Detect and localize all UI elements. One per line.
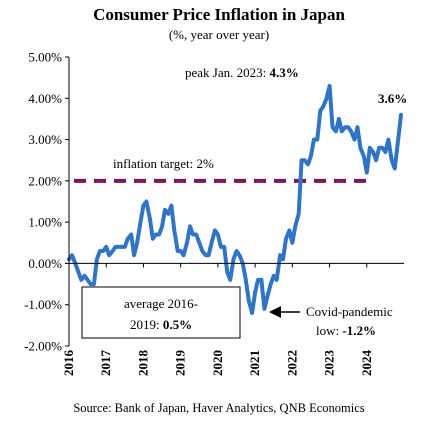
cpi-series-line: [67, 83, 403, 315]
x-tick-label: 2019: [173, 350, 188, 377]
y-tick-label: 0.00%: [28, 256, 62, 271]
x-tick-label: 2018: [135, 350, 150, 377]
covid-line-2: low: -1.2%: [316, 323, 376, 338]
x-tick-label: 2021: [247, 350, 262, 376]
average-line-1: average 2016-: [124, 296, 198, 311]
x-tick-label: 2017: [98, 350, 113, 377]
peak-annotation-value: 4.3%: [269, 65, 298, 80]
peak-annotation-text: peak Jan. 2023:: [185, 65, 269, 80]
chart-title: Consumer Price Inflation in Japan: [93, 5, 345, 24]
y-tick-label: 2.00%: [28, 173, 62, 188]
x-tick-label: 2020: [210, 350, 225, 376]
source-note: Source: Bank of Japan, Haver Analytics, …: [73, 401, 364, 415]
average-box: [81, 286, 241, 339]
average-line-2-text: 2019:: [130, 317, 163, 332]
covid-line-2-text: low:: [316, 323, 342, 338]
target-annotation: inflation target: 2%: [113, 156, 214, 171]
end-value-label: 3.6%: [378, 91, 407, 106]
x-tick-label: 2024: [359, 350, 374, 377]
y-axis-ticks: 5.00% 4.00% 3.00% 2.00% 1.00% 0.00% -1.00% -2.0…: [24, 50, 69, 354]
covid-line-1: Covid-pandemic: [306, 304, 393, 319]
chart-subtitle: (%, year over year): [169, 27, 269, 42]
peak-annotation: peak Jan. 2023: 4.3%: [185, 65, 299, 80]
x-tick-label: 2023: [322, 350, 337, 377]
y-tick-label: 1.00%: [28, 215, 62, 230]
x-tick-label: 2016: [61, 350, 76, 377]
average-line-2: 2019: 0.5%: [130, 317, 192, 332]
y-tick-label: 3.00%: [28, 132, 62, 147]
y-tick-label: -1.00%: [24, 297, 62, 312]
average-value: 0.5%: [163, 317, 192, 332]
y-tick-label: -2.00%: [24, 339, 62, 354]
y-tick-label: 5.00%: [28, 50, 62, 65]
x-tick-label: 2022: [284, 350, 299, 376]
y-tick-label: 4.00%: [28, 91, 62, 106]
x-axis-ticks: 2016 2017 2018 2019 2020 2021 2022 2023 2024: [61, 263, 374, 376]
covid-value: -1.2%: [342, 323, 376, 338]
